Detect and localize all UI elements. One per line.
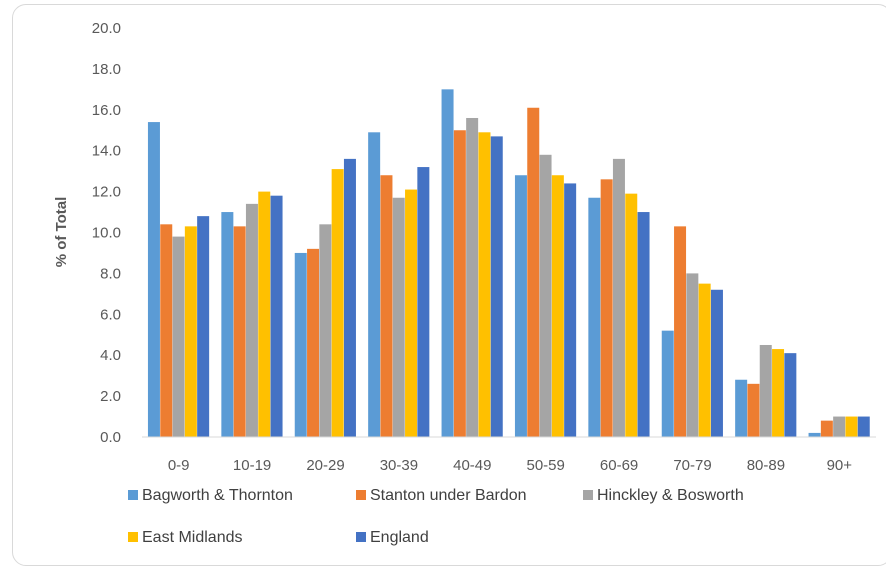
x-tick-label: 0-9 xyxy=(168,457,190,474)
bars xyxy=(147,89,870,438)
legend-item: Bagworth & Thornton xyxy=(128,487,293,504)
legend-item: Hinckley & Bosworth xyxy=(583,487,744,504)
legend-swatch xyxy=(583,490,593,500)
bar xyxy=(661,330,674,437)
x-tick-label: 10-19 xyxy=(233,457,271,474)
x-tick-label: 90+ xyxy=(827,457,853,474)
bar xyxy=(686,273,699,437)
bar xyxy=(343,158,356,437)
bar xyxy=(380,175,393,438)
bar xyxy=(184,226,197,437)
y-tick-label: 12.0 xyxy=(92,184,121,201)
chart-frame xyxy=(12,4,886,566)
legend-label: Bagworth & Thornton xyxy=(142,487,293,504)
bar xyxy=(490,136,503,437)
legend-swatch xyxy=(128,532,138,542)
bar xyxy=(551,175,564,438)
x-tick-label: 20-29 xyxy=(306,457,344,474)
bar xyxy=(514,175,527,438)
legend-item: England xyxy=(356,529,429,546)
bar xyxy=(637,212,650,437)
legend-item: East Midlands xyxy=(128,529,243,546)
bar xyxy=(527,107,540,437)
x-tick-label: 80-89 xyxy=(747,457,785,474)
y-tick-label: 0.0 xyxy=(100,429,121,446)
y-tick-label: 2.0 xyxy=(100,388,121,405)
bar xyxy=(245,203,258,437)
bar xyxy=(833,416,846,437)
legend-item: Stanton under Bardon xyxy=(356,487,527,504)
y-tick-label: 14.0 xyxy=(92,143,121,160)
y-tick-label: 6.0 xyxy=(100,306,121,323)
bar xyxy=(478,132,491,438)
bar xyxy=(392,197,405,437)
bar xyxy=(307,248,320,437)
legend-label: Stanton under Bardon xyxy=(370,487,527,504)
bar xyxy=(820,420,833,437)
bar xyxy=(759,344,772,437)
bar xyxy=(845,416,858,437)
y-tick-label: 4.0 xyxy=(100,347,121,364)
legend-swatch xyxy=(356,532,366,542)
bar xyxy=(539,154,552,438)
bar xyxy=(612,158,625,437)
y-tick-label: 8.0 xyxy=(100,265,121,282)
bar xyxy=(319,224,332,437)
x-tick-label: 40-49 xyxy=(453,457,491,474)
bar xyxy=(147,122,160,437)
bar xyxy=(466,117,479,437)
bar xyxy=(233,226,246,437)
bar xyxy=(772,349,785,437)
bar xyxy=(441,89,454,437)
bar xyxy=(160,224,173,437)
bar xyxy=(710,289,723,437)
bar xyxy=(747,383,760,437)
legend-label: England xyxy=(370,529,429,546)
bar xyxy=(674,226,687,437)
y-tick-label: 20.0 xyxy=(92,20,121,37)
legend-label: East Midlands xyxy=(142,529,243,546)
bar xyxy=(600,179,613,437)
legend-swatch xyxy=(128,490,138,500)
y-axis-ticks: 0.0 2.0 4.0 6.0 8.0 10.0 12.0 14.0 16.0 18.0 20.0 xyxy=(92,20,121,446)
bar xyxy=(417,167,430,437)
bar xyxy=(405,189,418,437)
legend: Bagworth & Thornton Stanton under Bardon H… xyxy=(128,487,744,546)
bar xyxy=(368,132,381,438)
bar xyxy=(453,130,466,437)
y-tick-label: 18.0 xyxy=(92,61,121,78)
legend-swatch xyxy=(356,490,366,500)
legend-label: Hinckley & Bosworth xyxy=(597,487,744,504)
x-tick-label: 50-59 xyxy=(527,457,565,474)
x-tick-label: 30-39 xyxy=(380,457,418,474)
bar xyxy=(735,379,748,437)
bar xyxy=(698,283,711,438)
bar xyxy=(258,191,271,437)
bar xyxy=(197,216,210,437)
bar xyxy=(625,193,638,437)
y-tick-label: 16.0 xyxy=(92,102,121,119)
bar xyxy=(808,432,821,437)
bar xyxy=(270,195,283,437)
bar xyxy=(564,183,577,437)
bar xyxy=(331,169,344,437)
x-tick-label: 70-79 xyxy=(673,457,711,474)
bar xyxy=(784,353,797,437)
x-axis-ticks: 0-9 10-19 20-29 30-39 40-49 50-59 60-69 70-79 80… xyxy=(168,457,852,474)
bar xyxy=(221,212,234,437)
y-axis-title: % of Total xyxy=(53,197,70,268)
x-tick-label: 60-69 xyxy=(600,457,638,474)
y-tick-label: 10.0 xyxy=(92,225,121,242)
bar xyxy=(588,197,601,437)
bar xyxy=(294,252,307,437)
bar xyxy=(857,416,870,437)
bar xyxy=(172,236,185,437)
